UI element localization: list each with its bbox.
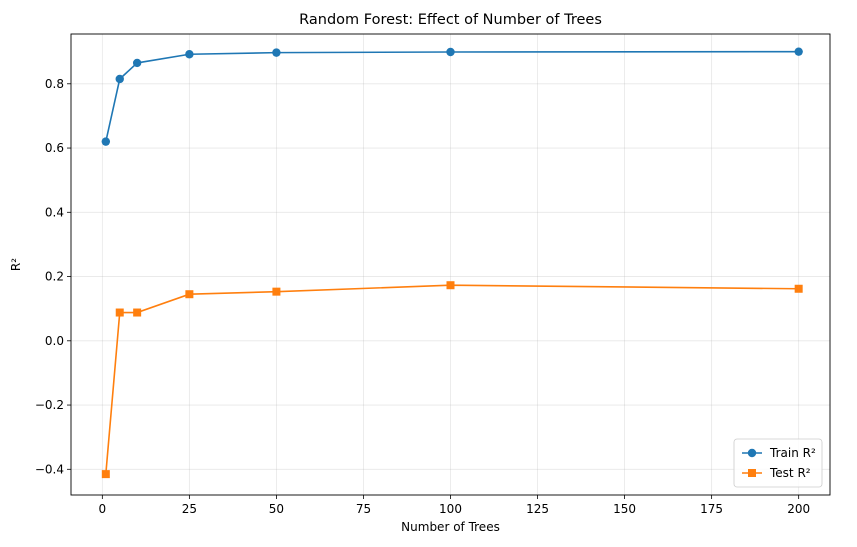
y-tick-label: 0.6 (45, 141, 64, 155)
data-point (132, 58, 142, 68)
data-point (272, 48, 281, 57)
data-point (185, 290, 194, 299)
series-test (101, 281, 803, 479)
data-point (101, 470, 110, 479)
x-tick-label: 75 (356, 502, 371, 516)
x-tick-label: 175 (700, 502, 723, 516)
y-tick-label: 0.8 (45, 77, 64, 91)
y-tick-label: 0.0 (45, 334, 64, 348)
y-axis-label: R² (9, 258, 23, 271)
data-point (115, 74, 124, 84)
data-point (794, 284, 803, 293)
y-tick-label: −0.2 (35, 398, 64, 412)
y-tick-label: 0.2 (45, 270, 64, 284)
legend-item: Test R² (742, 466, 811, 480)
data-point (446, 281, 455, 290)
x-tick-label: 150 (613, 502, 636, 516)
x-tick-label: 100 (439, 502, 462, 516)
legend-label: Test R² (769, 466, 811, 480)
legend-marker (747, 448, 757, 458)
legend: Train R² Test R² (733, 438, 823, 488)
legend-label: Train R² (769, 446, 816, 460)
x-tick-label: 50 (269, 502, 284, 516)
data-point (133, 308, 142, 317)
x-tick-label: 125 (526, 502, 549, 516)
chart-title: Random Forest: Effect of Number of Trees (299, 12, 602, 28)
x-tick-label: 200 (787, 502, 810, 516)
x-axis-ticks: 0 25 50 75 100 125 150 175 200 (99, 495, 810, 516)
x-tick-label: 0 (99, 502, 107, 516)
data-point (794, 47, 803, 56)
x-axis-label: Number of Trees (401, 520, 500, 534)
data-point (446, 47, 455, 57)
data-point (115, 308, 124, 317)
series-layer (101, 47, 803, 479)
y-axis-ticks: −0.4 −0.2 0.0 0.2 0.4 0.6 0.8 (35, 77, 71, 476)
x-tick-label: 25 (182, 502, 197, 516)
data-point (185, 50, 194, 59)
series-train (101, 47, 803, 146)
data-point (101, 137, 111, 146)
grid (71, 34, 830, 495)
legend-item: Train R² (742, 446, 816, 460)
y-tick-label: 0.4 (45, 205, 64, 219)
data-point (272, 287, 281, 296)
legend-marker (748, 469, 756, 477)
y-tick-label: −0.4 (35, 462, 64, 476)
